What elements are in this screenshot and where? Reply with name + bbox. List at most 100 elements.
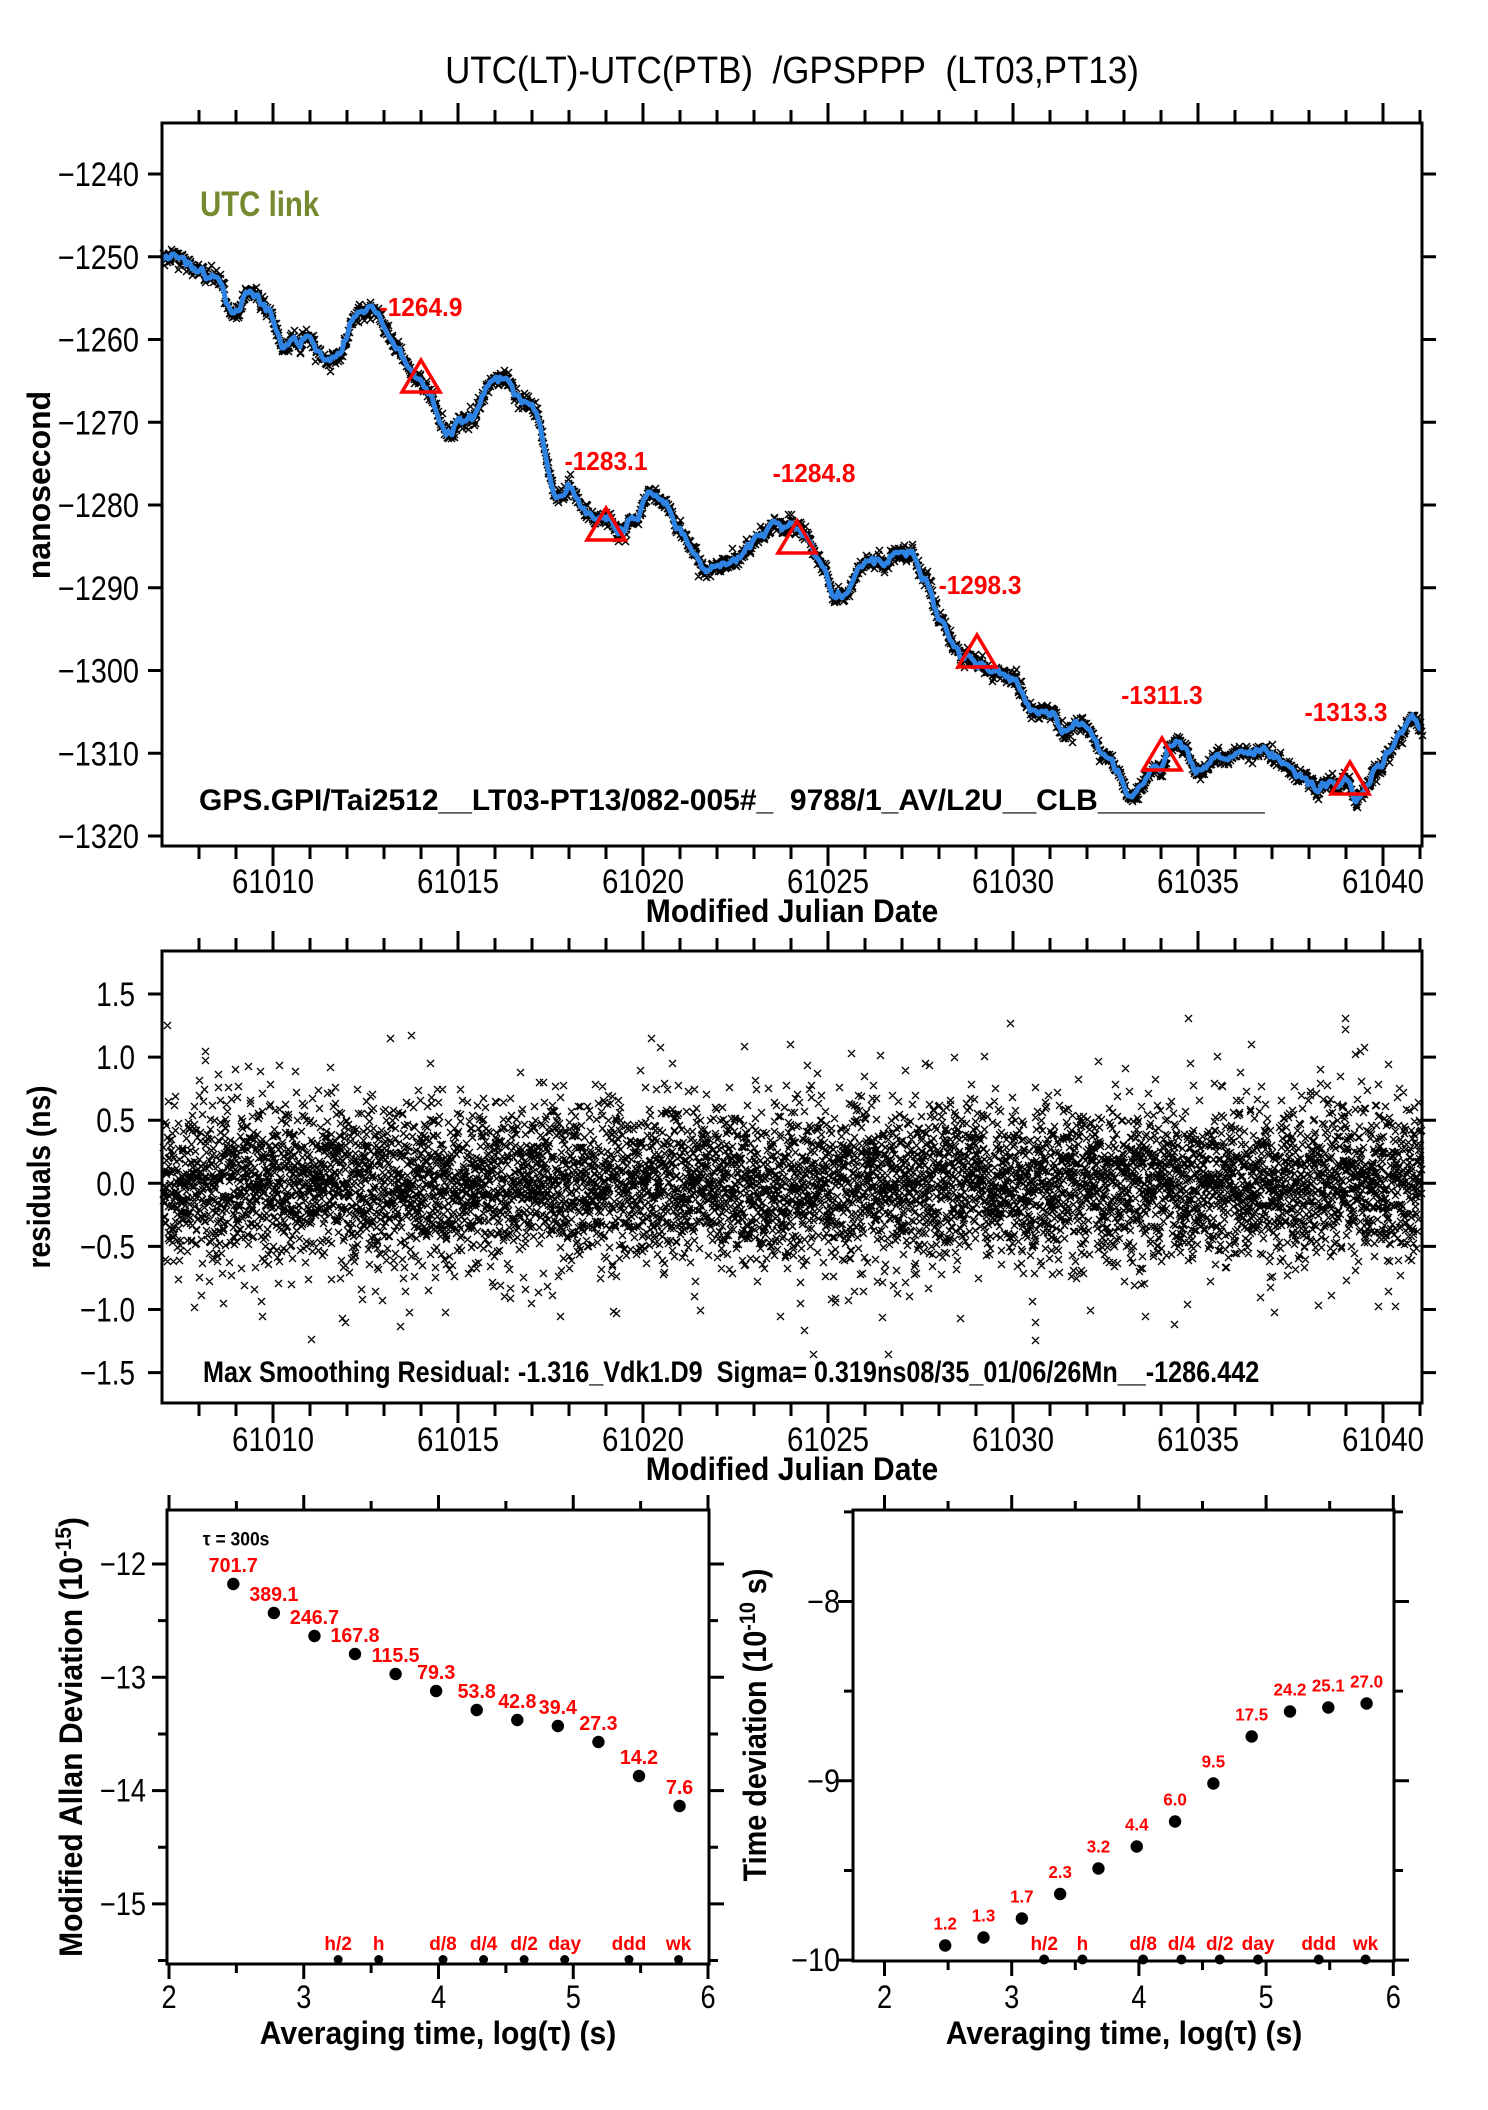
svg-text:42.8: 42.8 <box>498 1691 536 1713</box>
svg-text:24.2: 24.2 <box>1274 1679 1307 1700</box>
svg-text:6: 6 <box>700 1980 715 2016</box>
svg-text:2: 2 <box>161 1980 176 2016</box>
svg-text:−1270: −1270 <box>58 403 139 442</box>
svg-text:−1310: −1310 <box>58 734 139 773</box>
svg-text:UTC link: UTC link <box>200 185 319 224</box>
svg-text:UTC(LT)-UTC(PTB) /GPSPPP (LT: UTC(LT)-UTC(PTB) /GPSPPP (LT03,PT13) <box>445 49 1139 92</box>
svg-text:61040: 61040 <box>1342 1420 1424 1458</box>
svg-text:61030: 61030 <box>972 1420 1054 1458</box>
svg-text:27.0: 27.0 <box>1350 1671 1383 1692</box>
svg-text:0.5: 0.5 <box>96 1102 135 1140</box>
svg-text:−12: −12 <box>100 1547 146 1583</box>
svg-text:−10: −10 <box>791 1943 840 1979</box>
svg-text:Modified Julian Date: Modified Julian Date <box>646 893 938 929</box>
svg-text:14.2: 14.2 <box>620 1747 658 1769</box>
svg-text:115.5: 115.5 <box>372 1645 420 1667</box>
svg-text:h/2: h/2 <box>324 1934 351 1955</box>
svg-text:1.2: 1.2 <box>933 1913 957 1934</box>
svg-text:61015: 61015 <box>417 1420 499 1458</box>
svg-text:1.7: 1.7 <box>1010 1886 1034 1907</box>
svg-text:d/8: d/8 <box>1129 1934 1156 1955</box>
svg-text:701.7: 701.7 <box>209 1555 258 1577</box>
svg-text:−8: −8 <box>807 1584 840 1620</box>
svg-text:d/4: d/4 <box>470 1934 498 1955</box>
svg-text:3: 3 <box>296 1980 311 2016</box>
svg-text:61025: 61025 <box>787 1420 869 1458</box>
svg-text:61030: 61030 <box>972 862 1054 900</box>
svg-text:1.3: 1.3 <box>972 1905 996 1926</box>
svg-text:h: h <box>1077 1934 1089 1955</box>
svg-text:day: day <box>548 1934 581 1955</box>
svg-text:61010: 61010 <box>232 1420 314 1458</box>
svg-text:79.3: 79.3 <box>417 1662 455 1684</box>
svg-text:389.1: 389.1 <box>249 1584 298 1606</box>
svg-text:-1311.3: -1311.3 <box>1121 681 1202 710</box>
svg-text:25.1: 25.1 <box>1312 1675 1345 1696</box>
svg-text:4: 4 <box>1131 1980 1146 2016</box>
svg-text:ddd: ddd <box>612 1934 647 1955</box>
svg-text:4.4: 4.4 <box>1125 1814 1149 1835</box>
svg-text:9.5: 9.5 <box>1202 1751 1226 1772</box>
svg-text:39.4: 39.4 <box>539 1697 577 1719</box>
svg-text:0.0: 0.0 <box>96 1165 135 1203</box>
svg-text:−1320: −1320 <box>58 817 139 856</box>
svg-text:3.2: 3.2 <box>1087 1836 1111 1857</box>
svg-text:246.7: 246.7 <box>290 1607 339 1629</box>
svg-text:167.8: 167.8 <box>330 1625 379 1647</box>
svg-text:−14: −14 <box>100 1774 146 1810</box>
svg-text:3: 3 <box>1004 1980 1019 2016</box>
svg-text:61010: 61010 <box>232 862 314 900</box>
svg-text:53.8: 53.8 <box>458 1681 496 1703</box>
svg-text:-1284.8: -1284.8 <box>773 459 856 488</box>
svg-text:−9: −9 <box>807 1763 840 1799</box>
svg-text:d/8: d/8 <box>429 1934 456 1955</box>
svg-text:nanosecond: nanosecond <box>21 391 57 579</box>
svg-text:h/2: h/2 <box>1030 1934 1057 1955</box>
svg-text:1.0: 1.0 <box>96 1038 135 1076</box>
svg-text:1.5: 1.5 <box>96 975 135 1013</box>
svg-text:h: h <box>373 1934 385 1955</box>
svg-text:17.5: 17.5 <box>1235 1704 1268 1725</box>
svg-text:−1260: −1260 <box>58 320 139 359</box>
svg-text:6.0: 6.0 <box>1163 1789 1187 1810</box>
svg-text:residuals (ns): residuals (ns) <box>22 1086 57 1269</box>
svg-text:-1313.3: -1313.3 <box>1305 698 1388 727</box>
svg-text:−1.5: −1.5 <box>80 1354 135 1392</box>
svg-text:−1280: −1280 <box>58 486 139 525</box>
svg-text:7.6: 7.6 <box>666 1777 693 1799</box>
svg-text:61040: 61040 <box>1342 862 1424 900</box>
svg-text:wk: wk <box>665 1934 692 1955</box>
svg-text:2.3: 2.3 <box>1048 1862 1072 1883</box>
svg-text:−1300: −1300 <box>58 651 139 690</box>
svg-text:Averaging time, log(τ) (s): Averaging time, log(τ) (s) <box>260 2015 616 2051</box>
svg-text:−1250: −1250 <box>58 238 139 277</box>
svg-text:−1290: −1290 <box>58 569 139 608</box>
svg-text:6: 6 <box>1386 1980 1401 2016</box>
svg-text:61025: 61025 <box>787 862 869 900</box>
svg-text:−15: −15 <box>100 1887 146 1923</box>
svg-text:d/2: d/2 <box>1206 1934 1233 1955</box>
svg-text:Modified Allan Deviation (10-1: Modified Allan Deviation (10-15) <box>51 1517 89 1957</box>
svg-text:Averaging time, log(τ) (s): Averaging time, log(τ) (s) <box>946 2015 1302 2051</box>
svg-text:Modified Julian Date: Modified Julian Date <box>646 1451 938 1487</box>
svg-text:61035: 61035 <box>1157 1420 1239 1458</box>
svg-text:−13: −13 <box>100 1660 146 1696</box>
svg-text:−0.5: −0.5 <box>80 1228 135 1266</box>
svg-text:-1283.1: -1283.1 <box>565 447 648 476</box>
svg-text:τ = 300s: τ = 300s <box>203 1528 270 1550</box>
svg-text:61035: 61035 <box>1157 862 1239 900</box>
svg-text:−1240: −1240 <box>58 155 139 194</box>
svg-text:d/4: d/4 <box>1168 1934 1196 1955</box>
svg-text:−1.0: −1.0 <box>80 1291 135 1329</box>
svg-text:day: day <box>1242 1934 1275 1955</box>
svg-text:-1298.3: -1298.3 <box>939 571 1022 600</box>
svg-text:4: 4 <box>431 1980 446 2016</box>
svg-text:Max Smoothing Residual: -1.316: Max Smoothing Residual: -1.316_Vdk1.D9 S… <box>203 1355 1259 1389</box>
svg-text:2: 2 <box>877 1980 892 2016</box>
svg-text:d/2: d/2 <box>510 1934 537 1955</box>
svg-text:wk: wk <box>1352 1934 1379 1955</box>
svg-text:GPS.GPI/Tai2512__LT03-PT13/082: GPS.GPI/Tai2512__LT03-PT13/082-005#_ 978… <box>199 784 1265 817</box>
svg-text:61015: 61015 <box>417 862 499 900</box>
svg-text:27.3: 27.3 <box>579 1713 617 1735</box>
svg-text:61020: 61020 <box>602 862 684 900</box>
